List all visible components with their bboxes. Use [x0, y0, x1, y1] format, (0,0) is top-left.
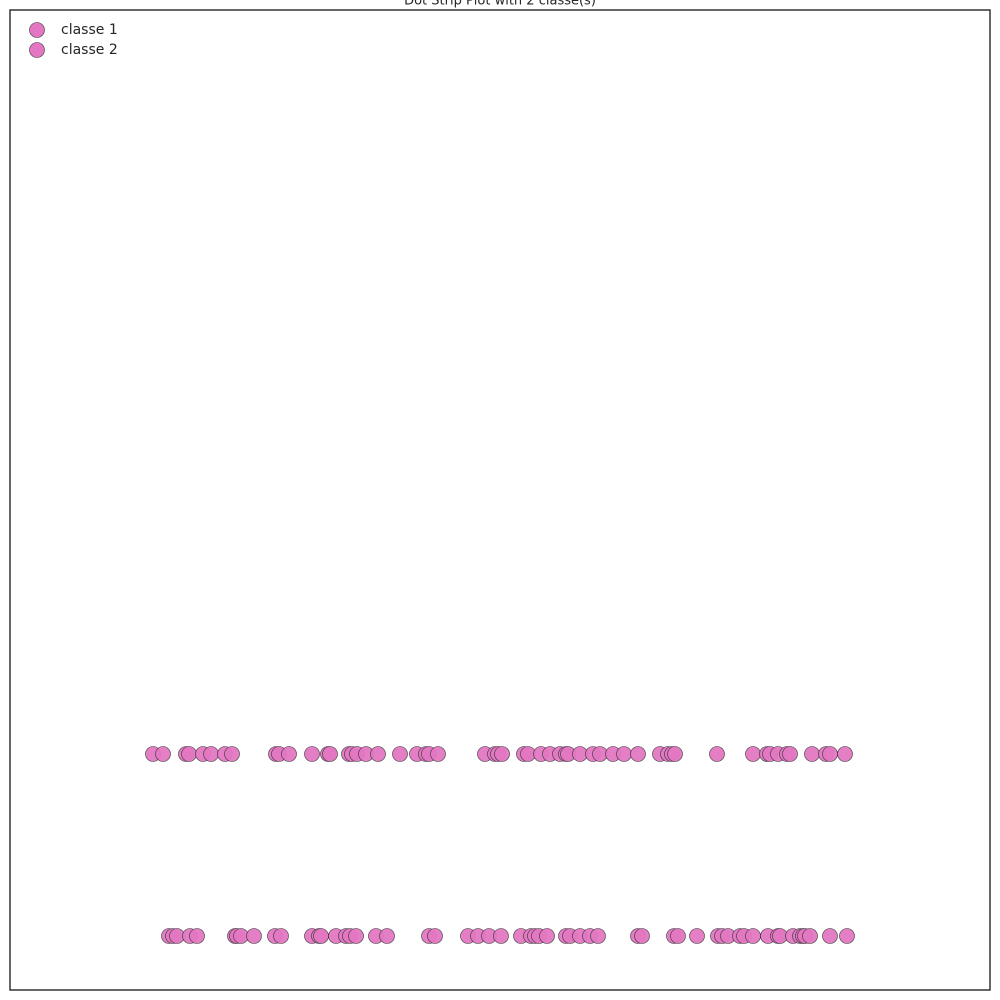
chart-title: Dot Strip Plot with 2 classe(s)	[404, 0, 596, 9]
dot	[839, 928, 855, 944]
dot	[224, 746, 240, 762]
dot	[304, 746, 320, 762]
dot	[745, 746, 761, 762]
dot	[837, 746, 853, 762]
dot	[802, 928, 818, 944]
plot-frame	[9, 9, 991, 991]
dot	[493, 928, 509, 944]
dot	[616, 746, 632, 762]
legend-label: classe 2	[61, 42, 118, 58]
dot	[189, 928, 205, 944]
dot	[689, 928, 705, 944]
dot	[709, 746, 725, 762]
dot	[494, 746, 510, 762]
dot	[155, 746, 171, 762]
dot	[322, 746, 338, 762]
dot	[392, 746, 408, 762]
dot	[273, 928, 289, 944]
dot	[804, 746, 820, 762]
dot	[822, 746, 838, 762]
dot	[430, 746, 446, 762]
dot	[667, 746, 683, 762]
dot	[590, 928, 606, 944]
dot	[427, 928, 443, 944]
legend-marker	[29, 42, 45, 58]
dot	[379, 928, 395, 944]
dot	[313, 928, 329, 944]
dot	[745, 928, 761, 944]
legend-label: classe 1	[61, 22, 118, 38]
dot	[782, 746, 798, 762]
dot	[822, 928, 838, 944]
dot	[630, 746, 646, 762]
dot	[281, 746, 297, 762]
dot	[370, 746, 386, 762]
dot	[246, 928, 262, 944]
dot	[634, 928, 650, 944]
dot	[670, 928, 686, 944]
dot	[539, 928, 555, 944]
dot	[181, 746, 197, 762]
dot	[348, 928, 364, 944]
legend-marker	[29, 22, 45, 38]
dot	[203, 746, 219, 762]
